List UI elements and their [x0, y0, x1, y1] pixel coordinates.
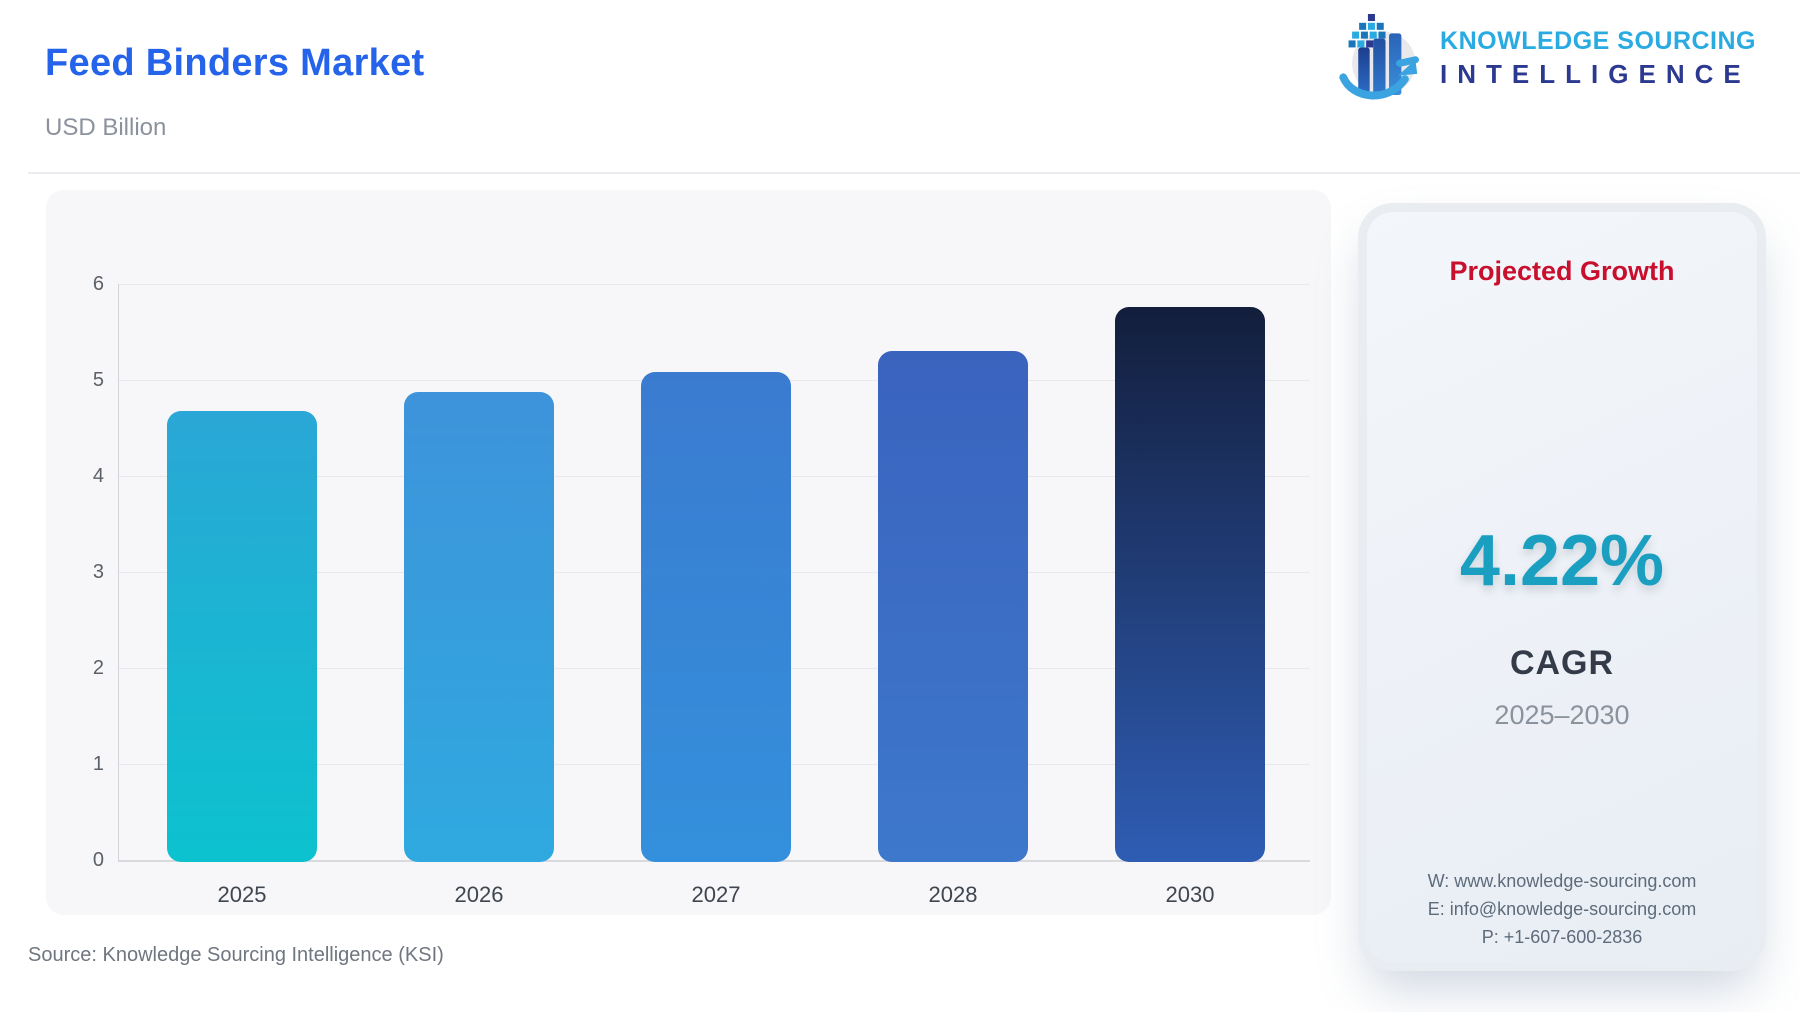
y-tick-label-6: 6	[92, 273, 104, 295]
y-tick-label-2: 2	[92, 657, 104, 679]
globe-bar-chart-arrow-icon	[1339, 14, 1420, 100]
ksi-logo: KNOWLEDGE SOURCING INTELLIGENCE	[1338, 12, 1756, 104]
y-tick-label-5: 5	[92, 369, 104, 391]
contact-block: W: www.knowledge-sourcing.com E: info@kn…	[1367, 868, 1757, 952]
contact-website: W: www.knowledge-sourcing.com	[1427, 871, 1697, 892]
x-axis-label-2027: 2027	[691, 882, 741, 907]
x-axis-label-2026: 2026	[454, 882, 504, 907]
bar-2027	[641, 372, 791, 862]
y-axis-line	[118, 284, 119, 862]
logo-line1: KNOWLEDGE SOURCING	[1440, 26, 1756, 55]
y-tick-label-3: 3	[92, 561, 104, 583]
bar-2025	[167, 411, 317, 862]
panel-heading: Projected Growth	[1449, 256, 1675, 286]
y-tick-label-4: 4	[92, 465, 104, 487]
bar-2026	[404, 392, 554, 862]
projected-growth-panel: Projected Growth 4.22% CAGR 2025–2030 W:…	[1367, 212, 1757, 962]
page-title: Feed Binders Market	[45, 42, 425, 84]
x-axis-label-2030: 2030	[1165, 882, 1215, 907]
bar-2030	[1115, 307, 1265, 862]
chart-unit-label: USD Billion	[45, 114, 167, 141]
y-tick-label-1: 1	[92, 753, 104, 775]
cagr-label: CAGR	[1509, 644, 1615, 682]
x-axis-label-2025: 2025	[217, 882, 267, 907]
bar-chart-card: 0 1 2 3 4 5 6 2025 2026 2027 2028 2030	[46, 190, 1331, 915]
x-axis-label-2028: 2028	[928, 882, 978, 907]
gridline-y6	[118, 284, 1310, 285]
y-tick-label-0: 0	[92, 849, 104, 871]
header-divider	[28, 172, 1800, 174]
cagr-period: 2025–2030	[1494, 700, 1630, 730]
contact-phone: P: +1-607-600-2836	[1481, 927, 1643, 948]
logo-line2: INTELLIGENCE	[1440, 58, 1751, 89]
bar-2028	[878, 351, 1028, 862]
cagr-value: 4.22%	[1459, 521, 1665, 601]
plot-area: 0 1 2 3 4 5 6 2025 2026 2027 2028 2030	[46, 190, 1331, 915]
logo-wordmark: KNOWLEDGE SOURCING INTELLIGENCE	[1440, 27, 1756, 90]
pixel-squares	[1348, 14, 1386, 48]
source-note: Source: Knowledge Sourcing Intelligence …	[28, 944, 444, 966]
contact-email: E: info@knowledge-sourcing.com	[1427, 899, 1697, 920]
